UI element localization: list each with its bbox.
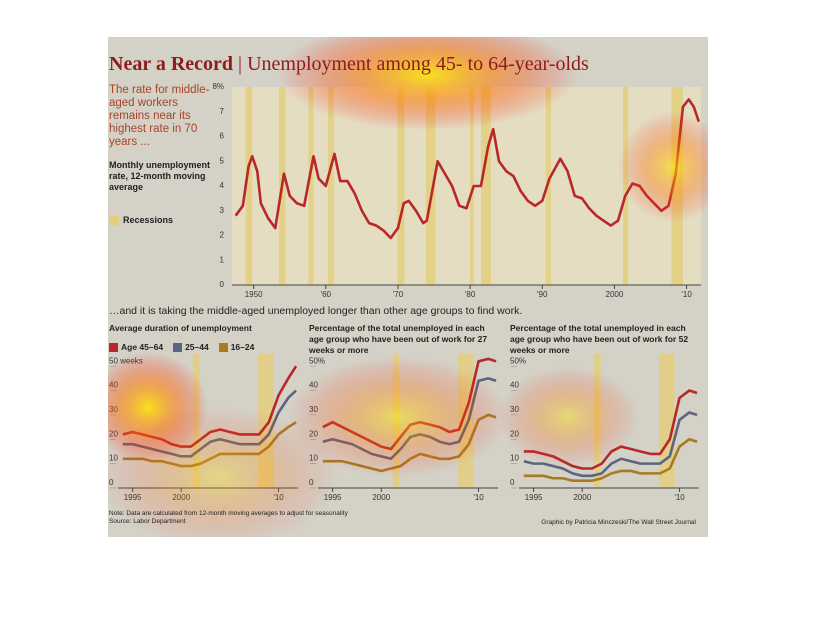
recession-band bbox=[308, 87, 314, 285]
x-tick-label: 2000 bbox=[606, 290, 624, 299]
legend: Recessions bbox=[109, 215, 173, 226]
x-tick-label: '10 bbox=[473, 493, 484, 502]
heatmap bbox=[108, 37, 708, 537]
x-tick-label: '10 bbox=[674, 493, 685, 502]
x-tick-label: '70 bbox=[393, 290, 404, 299]
x-tick-label: 1995 bbox=[525, 493, 543, 502]
heat-spot bbox=[278, 37, 578, 130]
x-tick-label: '80 bbox=[465, 290, 476, 299]
y-tick-label: 2 bbox=[220, 231, 225, 240]
y-tick-label: 7 bbox=[220, 107, 225, 116]
credit: Graphic by Patricia Minczeski/The Wall S… bbox=[541, 519, 696, 526]
legend-label: 16–24 bbox=[230, 342, 255, 352]
charts: 012345678%1950'60'70'80'902000'100102030… bbox=[108, 37, 708, 537]
y-tick-label: 10 bbox=[510, 454, 519, 463]
subtitle: Unemployment among 45- to 64-year-olds bbox=[247, 53, 589, 75]
legend-label: Recessions bbox=[123, 215, 174, 225]
heat-spot bbox=[108, 407, 338, 537]
heat-spot bbox=[498, 367, 638, 467]
legend-swatch bbox=[218, 343, 228, 353]
series-line bbox=[523, 411, 698, 478]
legend-label: Age 45–64 bbox=[121, 342, 164, 352]
separator: | bbox=[238, 53, 243, 75]
source: Source: Labor Department bbox=[109, 518, 186, 525]
y-tick-label: 5 bbox=[220, 156, 225, 165]
recession-band bbox=[426, 87, 436, 285]
headline: Near a Record | Unemployment among 45- t… bbox=[109, 53, 589, 76]
chart-title: Average duration of unemployment bbox=[109, 323, 252, 333]
y-tick-label: 0 bbox=[510, 478, 515, 487]
legend-swatch bbox=[109, 343, 118, 353]
recession-band bbox=[480, 87, 492, 285]
recession-band bbox=[327, 87, 334, 285]
y-tick-label: 8% bbox=[212, 82, 224, 91]
y-tick-label: 1 bbox=[220, 255, 225, 264]
y-tick-label: 50% bbox=[510, 356, 526, 365]
legend-item: Age 45–64 bbox=[109, 342, 164, 353]
y-tick-label: 3 bbox=[220, 206, 225, 215]
x-tick-label: 1950 bbox=[245, 290, 263, 299]
intro: The rate for middle-aged workers remains… bbox=[109, 84, 210, 148]
series-line bbox=[234, 98, 701, 240]
recession-band bbox=[659, 354, 675, 488]
legend-swatch bbox=[109, 215, 119, 226]
chart-title: Monthly unemployment rate, 12-month movi… bbox=[109, 160, 210, 192]
x-tick-label: 1995 bbox=[324, 493, 342, 502]
chart-title: Percentage of the total unemployed in ea… bbox=[309, 323, 488, 355]
legend-label: 25–44 bbox=[185, 342, 209, 352]
legend: Age 45–64 25–44 16–24 bbox=[109, 342, 264, 353]
title: Near a Record bbox=[109, 53, 234, 75]
x-tick-label: 2000 bbox=[372, 493, 390, 502]
y-tick-label: 50% bbox=[309, 356, 325, 365]
recession-band bbox=[470, 87, 474, 285]
heat-spot bbox=[288, 357, 508, 477]
note: Note: Data are calculated from 12-month … bbox=[109, 510, 348, 517]
graphic: 012345678%1950'60'70'80'902000'100102030… bbox=[108, 37, 708, 537]
legend-item: 16–24 bbox=[218, 342, 255, 353]
y-tick-label: 0 bbox=[220, 280, 225, 289]
legend-item: 25–44 bbox=[173, 342, 209, 353]
footnote: Note: Data are calculated from 12-month … bbox=[109, 510, 348, 526]
x-tick-label: '90 bbox=[537, 290, 548, 299]
x-tick-label: '60 bbox=[321, 290, 332, 299]
chart-title: Percentage of the total unemployed in ea… bbox=[510, 323, 689, 355]
x-tick-label: 2000 bbox=[573, 493, 591, 502]
recession-band bbox=[245, 87, 253, 285]
recession-band bbox=[397, 87, 405, 285]
x-tick-label: '10 bbox=[681, 290, 692, 299]
legend-swatch bbox=[173, 343, 183, 353]
series-line bbox=[523, 437, 698, 482]
heat-spot bbox=[618, 112, 708, 222]
section-title: …and it is taking the middle-aged unempl… bbox=[109, 305, 523, 317]
y-tick-label: 4 bbox=[220, 181, 225, 190]
y-tick-label: 6 bbox=[220, 132, 225, 141]
